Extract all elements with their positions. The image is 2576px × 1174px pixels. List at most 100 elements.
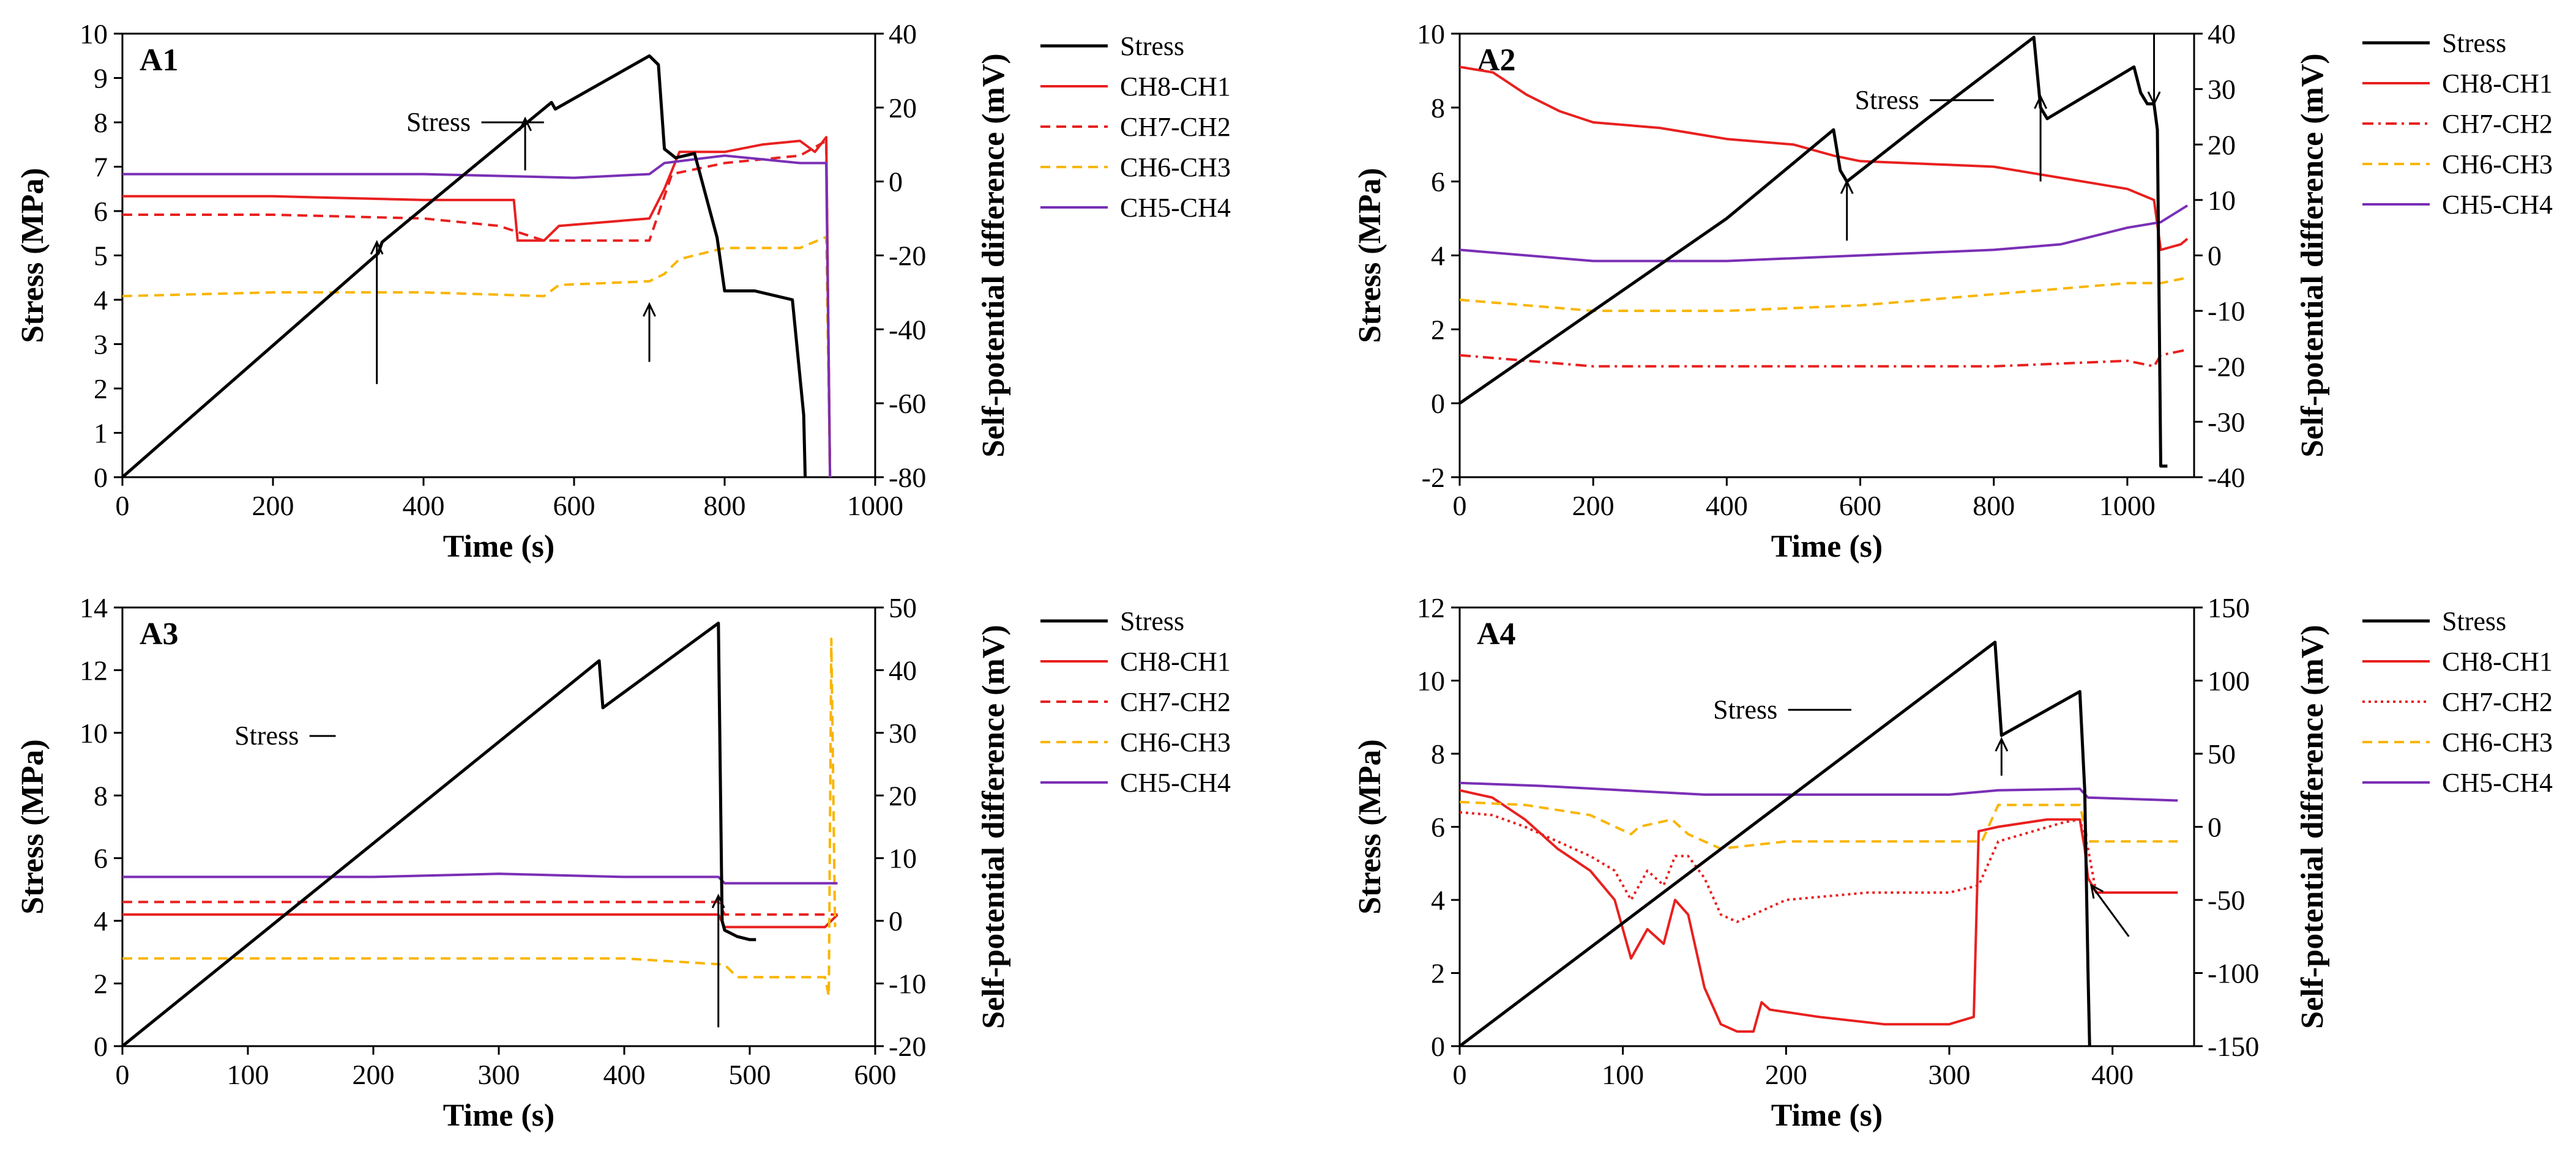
x-tick-label: 1000 xyxy=(2099,490,2156,521)
y-tick-label: 1 xyxy=(94,418,108,449)
panel-label: A3 xyxy=(140,617,179,652)
legend-label: CH8-CH1 xyxy=(2442,647,2553,677)
annotation-arrowhead xyxy=(2089,883,2104,899)
series-line-ch7-ch2 xyxy=(1460,348,2188,368)
annotation-arrowhead xyxy=(518,116,532,132)
y-tick-label: 10 xyxy=(80,718,108,749)
legend-label: CH6-CH3 xyxy=(1120,727,1231,757)
y2-axis-label: Self-potential difference (mV) xyxy=(976,53,1011,457)
x-tick-label: 300 xyxy=(478,1059,520,1090)
y2-tick-label: 0 xyxy=(889,166,903,198)
x-axis-label: Time (s) xyxy=(443,529,554,564)
y2-tick-label: 0 xyxy=(2208,812,2222,843)
y2-tick-label: -20 xyxy=(889,240,926,272)
x-tick-label: 200 xyxy=(353,1059,395,1090)
y2-tick-label: 40 xyxy=(889,18,917,50)
y2-tick-label: 20 xyxy=(889,92,917,124)
y2-tick-label: 50 xyxy=(889,592,917,623)
panel-label: A2 xyxy=(1477,43,1516,78)
panel-label: A4 xyxy=(1477,617,1516,652)
legend-label: CH5-CH4 xyxy=(1120,768,1231,798)
y2-tick-label: 0 xyxy=(2208,240,2222,272)
y-tick-label: 6 xyxy=(94,843,108,874)
y2-tick-label: -100 xyxy=(2208,958,2259,989)
annotation-arrowhead xyxy=(1840,179,1854,195)
annotation-arrowhead xyxy=(1995,737,2009,752)
y-tick-label: 6 xyxy=(1431,166,1445,198)
y2-tick-label: 20 xyxy=(2208,129,2236,160)
x-tick-label: 400 xyxy=(603,1059,646,1090)
legend-label: CH5-CH4 xyxy=(1120,193,1231,223)
legend-label: CH5-CH4 xyxy=(2442,768,2553,798)
legend-label: CH7-CH2 xyxy=(2442,687,2553,717)
series-line-ch7-ch2 xyxy=(122,901,838,916)
series-line-stress xyxy=(122,622,756,1046)
y2-tick-label: -40 xyxy=(2208,462,2245,493)
y-tick-label: 4 xyxy=(1431,240,1445,272)
y-tick-label: -2 xyxy=(1422,462,1445,493)
legend-label: Stress xyxy=(2442,28,2506,58)
y-axis-label: Stress (MPa) xyxy=(15,168,50,343)
y2-tick-label: -30 xyxy=(2208,406,2245,437)
series-line-ch6-ch3 xyxy=(1460,276,2188,313)
plot-frame xyxy=(1458,32,2195,478)
y-tick-label: 2 xyxy=(1431,314,1445,345)
series-line-ch8-ch1 xyxy=(1460,65,2189,251)
series-line-ch8-ch1 xyxy=(122,136,832,477)
legend-label: CH7-CH2 xyxy=(1120,687,1231,717)
series-line-ch7-ch2 xyxy=(1460,811,2178,923)
legend-label: CH6-CH3 xyxy=(2442,727,2553,757)
legend-label: CH8-CH1 xyxy=(1120,72,1231,102)
y-tick-label: 12 xyxy=(1417,592,1445,623)
x-tick-label: 0 xyxy=(1453,490,1467,521)
x-tick-label: 800 xyxy=(704,490,746,521)
y2-axis-label: Self-potential difference (mV) xyxy=(2295,625,2330,1028)
y-tick-label: 0 xyxy=(1431,388,1445,419)
stress-annotation: Stress xyxy=(1713,694,1777,724)
x-tick-label: 0 xyxy=(116,490,130,521)
panel-a3: 0 100 200 300 400 500 600 0 2 4 6 8 10 12 14 -20 -10 0 10 2… xyxy=(15,592,1231,1133)
y2-tick-label: 50 xyxy=(2208,738,2236,770)
stress-annotation: Stress xyxy=(234,721,299,751)
y-tick-label: 10 xyxy=(80,18,108,50)
y2-tick-label: 10 xyxy=(889,843,917,874)
series-line-ch8-ch1 xyxy=(1460,789,2178,1033)
y2-tick-label: 100 xyxy=(2208,666,2250,697)
legend-label: CH6-CH3 xyxy=(2442,149,2553,179)
y-tick-label: 0 xyxy=(94,1031,108,1062)
series-line-ch5-ch4 xyxy=(122,154,832,477)
legend-label: Stress xyxy=(1120,31,1184,61)
series-line-ch8-ch1 xyxy=(122,913,838,929)
x-axis-label: Time (s) xyxy=(443,1098,554,1133)
panel-a2: 0 200 400 600 800 1000-20246810-40-30-20-1001… xyxy=(1353,18,2553,564)
y2-tick-label: 30 xyxy=(889,718,917,749)
y2-axis-label: Self-potential difference (mV) xyxy=(2295,53,2330,457)
legend-label: CH8-CH1 xyxy=(1120,647,1231,677)
y-axis-label: Stress (MPa) xyxy=(1353,739,1387,914)
y-tick-label: 5 xyxy=(94,240,108,272)
annotation-arrowhead xyxy=(643,302,656,317)
legend: Stress CH8-CH1 CH7-CH2 CH6-CH3 CH5-CH4 xyxy=(1040,606,1231,798)
x-tick-label: 800 xyxy=(1973,490,2015,521)
legend: Stress CH8-CH1 CH7-CH2 CH6-CH3 CH5-CH4 xyxy=(2362,606,2553,798)
annotation-arrow xyxy=(2090,885,2130,937)
x-axis-label: Time (s) xyxy=(1771,529,1883,564)
x-tick-label: 400 xyxy=(1706,490,1748,521)
legend-label: CH8-CH1 xyxy=(2442,69,2553,98)
y2-tick-label: 150 xyxy=(2208,592,2250,623)
legend-label: Stress xyxy=(2442,606,2506,636)
x-tick-label: 100 xyxy=(1602,1059,1644,1090)
y2-tick-label: -10 xyxy=(889,968,926,1000)
annotation-arrowhead xyxy=(370,240,384,255)
series-line-ch7-ch2 xyxy=(122,139,832,477)
legend: Stress CH8-CH1 CH7-CH2 CH6-CH3 CH5-CH4 xyxy=(1040,31,1231,223)
legend-label: CH7-CH2 xyxy=(1120,112,1231,142)
y2-tick-label: 20 xyxy=(889,780,917,811)
y-tick-label: 2 xyxy=(94,968,108,1000)
x-tick-label: 0 xyxy=(116,1059,130,1090)
series-group xyxy=(122,622,838,1046)
y-tick-label: 6 xyxy=(1431,812,1445,843)
y2-tick-label: 30 xyxy=(2208,74,2236,105)
series-line-stress xyxy=(1460,35,2168,468)
legend-label: Stress xyxy=(1120,606,1184,636)
